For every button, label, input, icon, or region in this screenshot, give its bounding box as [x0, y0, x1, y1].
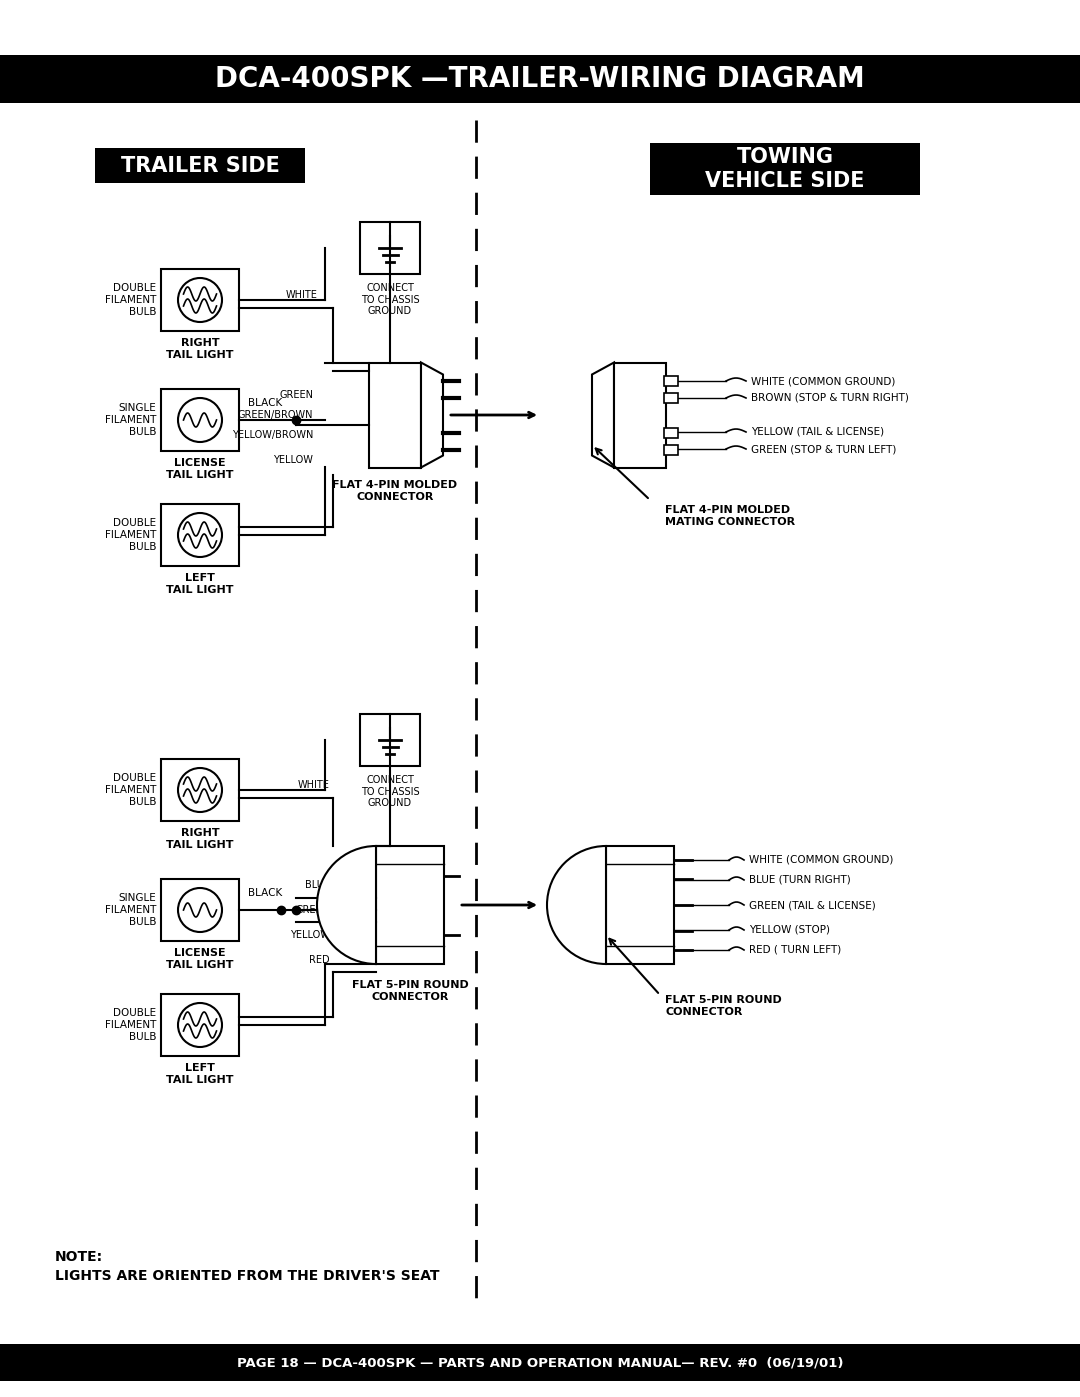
- Wedge shape: [546, 847, 606, 964]
- Text: LICENSE
TAIL LIGHT: LICENSE TAIL LIGHT: [166, 458, 233, 481]
- Text: GREEN (TAIL & LICENSE): GREEN (TAIL & LICENSE): [750, 900, 876, 909]
- Circle shape: [178, 768, 222, 812]
- Bar: [360, 222, 420, 274]
- Text: BROWN (STOP & TURN RIGHT): BROWN (STOP & TURN RIGHT): [751, 393, 909, 402]
- Text: WHITE (COMMON GROUND): WHITE (COMMON GROUND): [751, 376, 895, 386]
- Text: SINGLE
FILAMENT
BULB: SINGLE FILAMENT BULB: [105, 402, 156, 437]
- Text: BLACK: BLACK: [248, 888, 282, 898]
- Text: RED: RED: [309, 956, 330, 965]
- Text: PAGE 18 — DCA-400SPK — PARTS AND OPERATION MANUAL— REV. #0  (06/19/01): PAGE 18 — DCA-400SPK — PARTS AND OPERATI…: [237, 1356, 843, 1369]
- Text: DOUBLE
FILAMENT
BULB: DOUBLE FILAMENT BULB: [105, 773, 156, 807]
- Bar: [376, 847, 444, 964]
- Text: RIGHT
TAIL LIGHT: RIGHT TAIL LIGHT: [166, 828, 233, 851]
- Text: FLAT 5-PIN ROUND
CONNECTOR: FLAT 5-PIN ROUND CONNECTOR: [352, 981, 469, 1003]
- Bar: [664, 444, 678, 454]
- Circle shape: [178, 278, 222, 321]
- Text: WHITE: WHITE: [298, 780, 330, 789]
- Circle shape: [178, 1003, 222, 1046]
- Text: YELLOW (TAIL & LICENSE): YELLOW (TAIL & LICENSE): [751, 427, 885, 437]
- Polygon shape: [421, 362, 443, 468]
- Text: DCA-400SPK —TRAILER-WIRING DIAGRAM: DCA-400SPK —TRAILER-WIRING DIAGRAM: [215, 66, 865, 94]
- Text: LEFT
TAIL LIGHT: LEFT TAIL LIGHT: [166, 1063, 233, 1085]
- Text: DOUBLE
FILAMENT
BULB: DOUBLE FILAMENT BULB: [105, 518, 156, 552]
- Circle shape: [178, 513, 222, 557]
- Text: YELLOW (STOP): YELLOW (STOP): [750, 925, 831, 935]
- Text: BLACK: BLACK: [248, 398, 282, 408]
- Bar: [664, 376, 678, 386]
- Polygon shape: [592, 362, 615, 468]
- Text: CONNECT
TO CHASSIS
GROUND: CONNECT TO CHASSIS GROUND: [361, 284, 419, 316]
- Text: FLAT 4-PIN MOLDED
MATING CONNECTOR: FLAT 4-PIN MOLDED MATING CONNECTOR: [665, 504, 795, 528]
- Text: TRAILER SIDE: TRAILER SIDE: [121, 155, 280, 176]
- Bar: [161, 504, 239, 566]
- Text: FLAT 5-PIN ROUND
CONNECTOR: FLAT 5-PIN ROUND CONNECTOR: [665, 995, 782, 1017]
- Bar: [606, 847, 674, 964]
- Bar: [161, 270, 239, 331]
- Text: GREEN: GREEN: [279, 390, 313, 400]
- Text: RED ( TURN LEFT): RED ( TURN LEFT): [750, 944, 841, 956]
- Text: LEFT
TAIL LIGHT: LEFT TAIL LIGHT: [166, 573, 233, 595]
- Text: BLUE (TURN RIGHT): BLUE (TURN RIGHT): [750, 875, 851, 886]
- Text: DOUBLE
FILAMENT
BULB: DOUBLE FILAMENT BULB: [105, 1007, 156, 1042]
- Text: NOTE:
LIGHTS ARE ORIENTED FROM THE DRIVER'S SEAT: NOTE: LIGHTS ARE ORIENTED FROM THE DRIVE…: [55, 1250, 440, 1284]
- Bar: [0, 54, 1080, 103]
- Text: WHITE (COMMON GROUND): WHITE (COMMON GROUND): [750, 855, 893, 865]
- Bar: [161, 759, 239, 821]
- Text: TOWING
VEHICLE SIDE: TOWING VEHICLE SIDE: [705, 147, 865, 191]
- Text: SINGLE
FILAMENT
BULB: SINGLE FILAMENT BULB: [105, 893, 156, 928]
- Bar: [161, 995, 239, 1056]
- Text: DOUBLE
FILAMENT
BULB: DOUBLE FILAMENT BULB: [105, 282, 156, 317]
- Text: YELLOW: YELLOW: [291, 930, 330, 940]
- Text: YELLOW/BROWN: YELLOW/BROWN: [231, 430, 313, 440]
- Text: RIGHT
TAIL LIGHT: RIGHT TAIL LIGHT: [166, 338, 233, 360]
- Text: CONNECT
TO CHASSIS
GROUND: CONNECT TO CHASSIS GROUND: [361, 775, 419, 809]
- Text: YELLOW: YELLOW: [273, 455, 313, 465]
- Bar: [95, 148, 305, 183]
- Bar: [664, 427, 678, 437]
- Text: GREEN: GREEN: [296, 905, 330, 915]
- Wedge shape: [318, 847, 376, 964]
- Bar: [360, 714, 420, 766]
- Bar: [650, 142, 920, 196]
- Bar: [161, 388, 239, 451]
- Bar: [161, 879, 239, 942]
- Bar: [664, 393, 678, 402]
- Text: GREEN (STOP & TURN LEFT): GREEN (STOP & TURN LEFT): [751, 444, 896, 454]
- Bar: [615, 362, 666, 468]
- Text: LICENSE
TAIL LIGHT: LICENSE TAIL LIGHT: [166, 949, 233, 971]
- Text: FLAT 4-PIN MOLDED
CONNECTOR: FLAT 4-PIN MOLDED CONNECTOR: [333, 481, 458, 503]
- Text: WHITE: WHITE: [286, 291, 318, 300]
- Text: BLUE: BLUE: [305, 880, 330, 890]
- Bar: [0, 1344, 1080, 1382]
- Text: GREEN/BROWN: GREEN/BROWN: [238, 409, 313, 420]
- Bar: [369, 362, 421, 468]
- Circle shape: [178, 398, 222, 441]
- Circle shape: [178, 888, 222, 932]
